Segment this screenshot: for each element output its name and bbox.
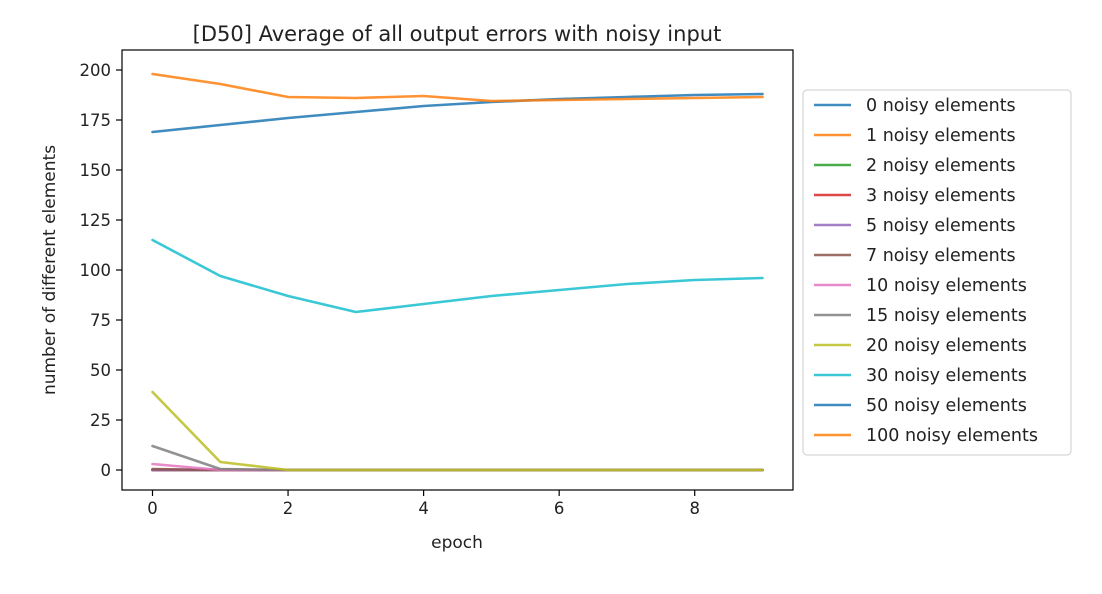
y-axis-ticks: 0 25 50 75 100 125 150 175 200: [80, 61, 122, 480]
x-axis-ticks: 0 2 4 6 8: [147, 490, 700, 518]
y-tick-label-6: 150: [80, 161, 112, 180]
legend-label-7: 15 noisy elements: [866, 306, 1027, 326]
legend-label-3: 3 noisy elements: [866, 186, 1016, 206]
legend-frame: [802, 89, 1072, 456]
series-line-7: [151, 444, 764, 472]
y-tick-label-0: 0: [101, 461, 112, 480]
legend-label-6: 10 noisy elements: [866, 276, 1027, 296]
y-tick-label-5: 125: [80, 211, 112, 230]
series-line-9: [151, 238, 764, 314]
x-tick-label-2: 4: [418, 499, 429, 518]
y-tick-label-8: 200: [80, 61, 112, 80]
plot-frame: [121, 49, 794, 491]
legend-label-2: 2 noisy elements: [866, 156, 1016, 176]
legend-label-4: 5 noisy elements: [866, 216, 1016, 236]
series-line-10: [151, 92, 764, 134]
y-axis-label: number of different elements: [40, 145, 60, 395]
x-tick-label-3: 6: [554, 499, 565, 518]
legend-label-1: 1 noisy elements: [866, 126, 1016, 146]
legend-label-11: 100 noisy elements: [866, 426, 1038, 446]
x-tick-label-4: 8: [689, 499, 700, 518]
legend-label-8: 20 noisy elements: [866, 336, 1027, 356]
legend-items: 0 noisy elements 1 noisy elements 2 noisy …: [814, 96, 1038, 446]
y-tick-label-3: 75: [90, 311, 111, 330]
legend-label-5: 7 noisy elements: [866, 246, 1016, 266]
legend-label-10: 50 noisy elements: [866, 396, 1027, 416]
x-axis-label: epoch: [431, 533, 483, 553]
series-layer: [151, 72, 764, 472]
y-tick-label-1: 25: [90, 411, 111, 430]
legend-label-0: 0 noisy elements: [866, 96, 1016, 116]
y-tick-label-7: 175: [80, 111, 112, 130]
legend: 0 noisy elements 1 noisy elements 2 noisy …: [802, 89, 1072, 456]
series-line-8: [151, 390, 764, 472]
x-tick-label-0: 0: [147, 499, 158, 518]
chart-title: [D50] Average of all output errors with …: [193, 22, 722, 46]
series-line-11: [151, 72, 764, 103]
legend-label-9: 30 noisy elements: [866, 366, 1027, 386]
y-tick-label-2: 50: [90, 361, 111, 380]
y-tick-label-4: 100: [80, 261, 112, 280]
x-tick-label-1: 2: [283, 499, 294, 518]
